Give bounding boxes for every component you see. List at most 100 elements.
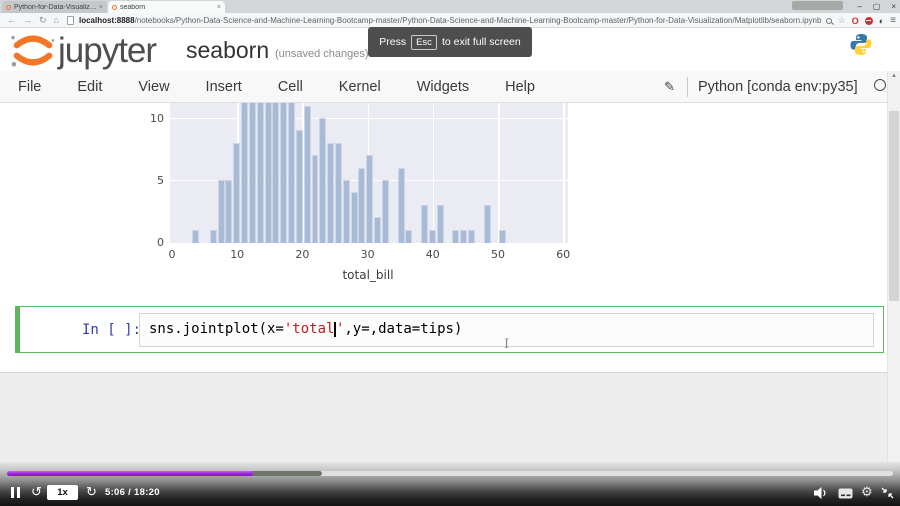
video-progress-track[interactable] <box>7 471 893 476</box>
exit-fullscreen-icon[interactable] <box>881 486 894 504</box>
tooltip-rest-text: to exit full screen <box>441 36 521 48</box>
histogram-bar <box>428 229 436 243</box>
playback-speed-button[interactable]: 1x <box>47 485 78 500</box>
notebook-end-area <box>0 372 887 462</box>
histogram-bar <box>397 167 405 243</box>
menu-cell[interactable]: Cell <box>277 78 303 95</box>
histogram-bar <box>327 142 335 243</box>
x-tick-label: 0 <box>168 248 176 261</box>
esc-key-badge: Esc <box>411 34 437 50</box>
video-played-bar <box>7 471 254 476</box>
menu-kernel[interactable]: Kernel <box>338 78 381 95</box>
chrome-menu-icon[interactable]: ≡ <box>890 15 896 26</box>
x-tick-label: 50 <box>491 248 505 261</box>
page-scrollbar[interactable]: ▲ <box>887 71 900 462</box>
python-kernel-logo-icon <box>849 30 873 64</box>
browser-tab-1[interactable]: Python-for-Data-Visualiz… × <box>2 1 107 13</box>
forward-icon[interactable]: → <box>23 14 32 25</box>
volume-icon[interactable] <box>814 486 828 504</box>
notebook-title[interactable]: seaborn <box>186 37 270 63</box>
menu-insert[interactable]: Insert <box>205 78 242 95</box>
gridline-v <box>432 103 435 243</box>
histogram-bar <box>311 155 319 243</box>
browser-tab-strip: Python-for-Data-Visualiz… × seaborn × – … <box>0 0 900 13</box>
kernel-status-icon <box>874 79 886 91</box>
x-tick-label: 30 <box>360 248 375 261</box>
page-icon <box>66 15 74 25</box>
histogram-bar <box>381 180 389 243</box>
histogram-bar <box>210 229 218 243</box>
jupyter-favicon-icon <box>112 4 117 10</box>
x-tick-label: 60 <box>556 248 571 261</box>
histogram-bar <box>374 217 382 243</box>
histogram-bar <box>460 229 468 243</box>
window-maximize-icon[interactable]: ▢ <box>872 1 881 11</box>
menu-file[interactable]: File <box>18 78 42 95</box>
bookmark-star-icon[interactable]: ☆ <box>837 15 846 25</box>
menu-help[interactable]: Help <box>505 78 535 95</box>
text-cursor <box>334 322 336 337</box>
scrollbar-thumb[interactable] <box>889 111 899 301</box>
tab-close-icon[interactable]: × <box>216 3 221 11</box>
video-time-display: 5:06 / 18:20 <box>105 487 160 498</box>
histogram-bar <box>499 229 507 243</box>
histogram-bar <box>483 204 491 243</box>
menu-view[interactable]: View <box>138 78 170 95</box>
tab-title: seaborn <box>120 3 146 11</box>
home-icon[interactable]: ⌂ <box>53 14 59 25</box>
histogram-bar <box>241 103 249 243</box>
histogram-bar <box>366 155 374 243</box>
cell-prompt: In [ ]: <box>82 322 142 338</box>
browser-tab-2-active[interactable]: seaborn × <box>108 1 225 13</box>
gridline-v <box>302 103 304 243</box>
extension-halfmoon-icon[interactable]: ◐ <box>878 15 885 26</box>
histogram-bar <box>280 103 288 243</box>
window-close-icon[interactable]: × <box>891 1 896 11</box>
back-icon[interactable]: ← <box>7 14 16 25</box>
code-cell-selected[interactable]: In [ ]: sns.jointplot(x='total ',y=,data=… <box>15 306 884 353</box>
zoom-search-icon[interactable] <box>825 17 832 24</box>
jupyter-favicon-icon <box>6 4 11 10</box>
pause-icon[interactable] <box>11 487 14 498</box>
code-token: ,y=,data=tips) <box>344 321 463 337</box>
y-tick-label: 10 <box>150 112 164 125</box>
y-tick-label: 5 <box>157 174 164 187</box>
histogram-bar <box>436 204 444 243</box>
code-editor-input[interactable]: sns.jointplot(x='total ',y=,data=tips) <box>139 313 874 347</box>
code-token: ' <box>335 321 345 337</box>
histogram-bar <box>225 180 233 243</box>
settings-gear-icon[interactable]: ⚙ <box>861 484 873 499</box>
histogram-bar <box>264 103 272 243</box>
refresh-icon[interactable]: ↻ <box>39 14 47 25</box>
histogram-bar <box>468 229 475 243</box>
window-minimize-icon[interactable]: – <box>857 1 862 11</box>
code-token: 'total <box>283 321 335 337</box>
tooltip-press-text: Press <box>379 36 407 48</box>
histogram-bar <box>217 180 225 243</box>
jupyter-logo-icon <box>11 35 55 67</box>
jupyter-menubar: File Edit View Insert Cell Kernel Widgets Help … <box>0 71 887 103</box>
skip-forward-icon[interactable]: ↻ <box>86 484 97 499</box>
fullscreen-tooltip: Press Esc to exit full screen <box>368 27 532 57</box>
menu-widgets[interactable]: Widgets <box>416 78 470 95</box>
video-player-controls: ↺ 1x ↻ 5:06 / 18:20 ⚙ <box>0 462 900 506</box>
pause-icon[interactable] <box>17 487 20 498</box>
histogram-bar <box>358 167 366 243</box>
mouse-ibeam-cursor: I <box>504 337 510 352</box>
histogram-bar <box>272 103 280 243</box>
extension-o-icon[interactable]: O <box>851 15 859 26</box>
captions-icon[interactable] <box>838 486 853 504</box>
adblock-icon[interactable] <box>864 16 873 25</box>
jupyter-logo[interactable]: jupyter <box>8 30 157 70</box>
menu-edit[interactable]: Edit <box>77 78 103 95</box>
address-input[interactable]: localhost:8888/notebooks/Python-Data-Sci… <box>79 16 827 25</box>
histogram-bar <box>295 130 303 243</box>
scrollbar-up-icon[interactable]: ▲ <box>891 73 897 79</box>
tab-close-icon[interactable]: × <box>98 3 103 11</box>
replay-icon[interactable]: ↺ <box>31 484 42 499</box>
watermark-badge <box>792 1 843 10</box>
histogram-bar <box>233 142 241 243</box>
chart-xlabel: total_bill <box>342 268 394 282</box>
url-path: /notebooks/Python-Data-Science-and-Machi… <box>134 15 822 25</box>
